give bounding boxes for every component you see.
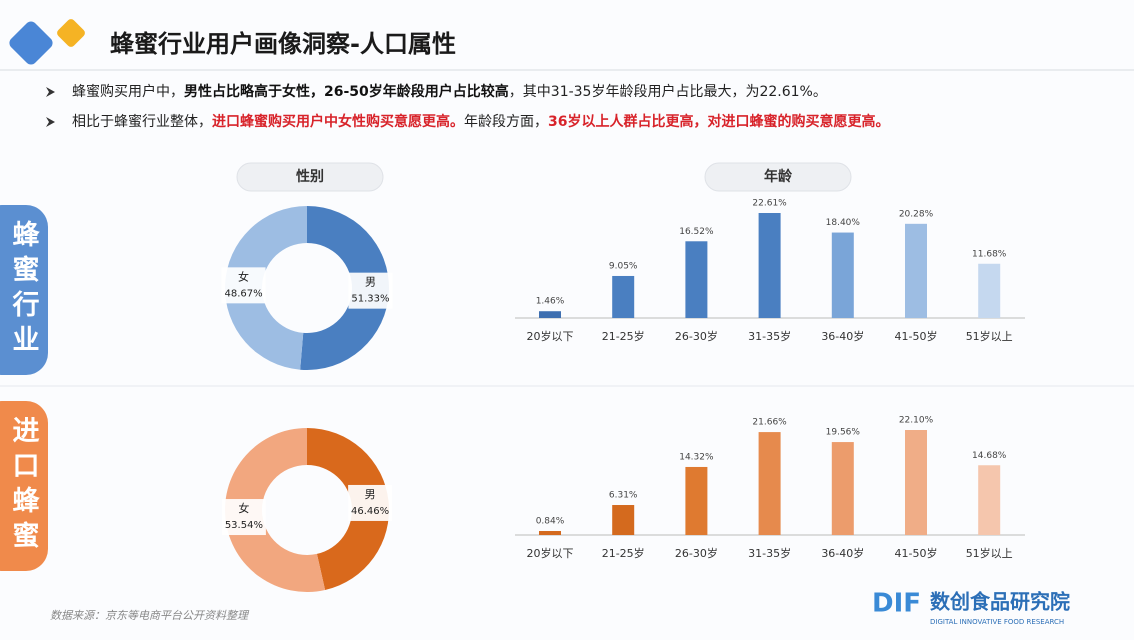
logo-yellow	[57, 19, 85, 47]
x-tick-label: 20岁以下	[527, 546, 574, 560]
section-tab	[0, 401, 48, 571]
x-tick-label: 36-40岁	[821, 329, 864, 343]
panel-pill	[236, 162, 384, 192]
slice-value: 46.46%	[351, 506, 389, 517]
slice-value: 53.54%	[225, 520, 263, 531]
x-tick-label: 26-30岁	[675, 546, 718, 560]
bar-value-label: 0.84%	[536, 517, 565, 527]
bar	[539, 531, 561, 535]
bullet-segment: 36岁以上人群占比更高，对进口蜂蜜的购买意愿更高。	[548, 113, 889, 130]
bar-value-label: 22.10%	[899, 416, 934, 426]
bar	[758, 213, 781, 318]
bullet-marker	[46, 117, 55, 127]
x-tick-label: 36-40岁	[821, 546, 864, 560]
bullet-segment: 蜂蜜购买用户中，	[72, 83, 184, 100]
slice-name: 男	[365, 276, 376, 289]
x-tick-label: 20岁以下	[527, 329, 574, 343]
bar	[612, 505, 635, 535]
bullet-text: 蜂蜜购买用户中，男性占比略高于女性，26-50岁年龄段用户占比较高，其中31-3…	[72, 83, 827, 100]
bullet-segment: 年龄段方面，	[464, 114, 548, 130]
bar	[539, 311, 561, 318]
bar-value-label: 14.68%	[972, 451, 1007, 461]
bullet-segment: 进口蜂蜜购买用户中女性购买意愿更高。	[212, 113, 464, 130]
bar-value-label: 16.52%	[679, 227, 714, 237]
bar-value-label: 22.61%	[752, 199, 787, 209]
x-tick-label: 31-35岁	[748, 329, 791, 343]
donut-slice	[225, 206, 307, 370]
donut-slice	[300, 206, 390, 371]
bar	[905, 430, 927, 535]
slice-name: 男	[365, 488, 376, 501]
bar	[685, 466, 708, 535]
bullet-segment: 相比于蜂蜜行业整体，	[72, 114, 212, 130]
x-tick-label: 51岁以上	[966, 546, 1013, 560]
bar	[831, 442, 854, 535]
bar-value-label: 1.46%	[536, 297, 565, 307]
bar-value-label: 6.31%	[609, 491, 638, 501]
bullet-text: 相比于蜂蜜行业整体，进口蜂蜜购买用户中女性购买意愿更高。年龄段方面，36岁以上人…	[72, 113, 889, 130]
logo-blue	[9, 21, 53, 65]
x-tick-label: 51岁以上	[966, 329, 1013, 343]
bullet-segment: ，其中31-35岁年龄段用户占比最大，为22.61%。	[509, 83, 827, 100]
bar	[831, 232, 854, 318]
x-tick-label: 21-25岁	[602, 329, 645, 343]
source: 数据来源：京东等电商平台公开资料整理	[50, 609, 250, 622]
slice-label-box	[348, 484, 393, 521]
panel-label: 年龄	[764, 168, 793, 185]
brand-en: DIGITAL INNOVATIVE FOOD RESEARCH	[930, 618, 1064, 626]
bar-value-label: 14.32%	[679, 452, 714, 462]
brand-logo: DIF	[872, 589, 921, 619]
panel-pill	[704, 162, 852, 192]
bar	[978, 465, 1001, 535]
slice-label-box	[348, 272, 393, 309]
title: 蜂蜜行业用户画像洞察-人口属性	[110, 30, 456, 58]
bar	[758, 432, 781, 535]
section-label: 进口蜂蜜	[8, 416, 40, 556]
donut-slice	[307, 428, 390, 590]
bar	[905, 223, 927, 318]
x-tick-label: 31-35岁	[748, 546, 791, 560]
slice-name: 女	[238, 269, 249, 283]
bar	[612, 275, 635, 318]
panel-label: 性别	[296, 168, 324, 185]
x-tick-label: 26-30岁	[675, 329, 718, 343]
bar-value-label: 19.56%	[826, 428, 861, 438]
section-label: 蜂蜜行业	[8, 220, 41, 360]
x-tick-label: 41-50岁	[895, 546, 938, 560]
bar-value-label: 11.68%	[972, 249, 1007, 259]
bar	[978, 263, 1001, 318]
x-tick-label: 41-50岁	[895, 329, 938, 343]
slice-value: 48.67%	[224, 288, 262, 299]
bullet-segment: 男性占比略高于女性，26-50岁年龄段用户占比较高	[184, 83, 509, 100]
donut-slice	[225, 428, 326, 592]
bar-value-label: 18.40%	[826, 218, 861, 228]
slice-value: 51.33%	[351, 294, 389, 305]
bar-value-label: 21.66%	[752, 418, 787, 428]
section-tab	[0, 205, 48, 375]
slice-name: 女	[238, 501, 249, 515]
x-tick-label: 21-25岁	[602, 546, 645, 560]
brand-name: 数创食品研究院	[930, 590, 1070, 614]
bar-value-label: 9.05%	[609, 261, 638, 271]
bar	[685, 241, 708, 318]
slice-label-box	[221, 267, 266, 304]
slice-label-box	[221, 499, 266, 536]
bullet-marker	[46, 87, 55, 97]
bar-value-label: 20.28%	[899, 209, 934, 219]
